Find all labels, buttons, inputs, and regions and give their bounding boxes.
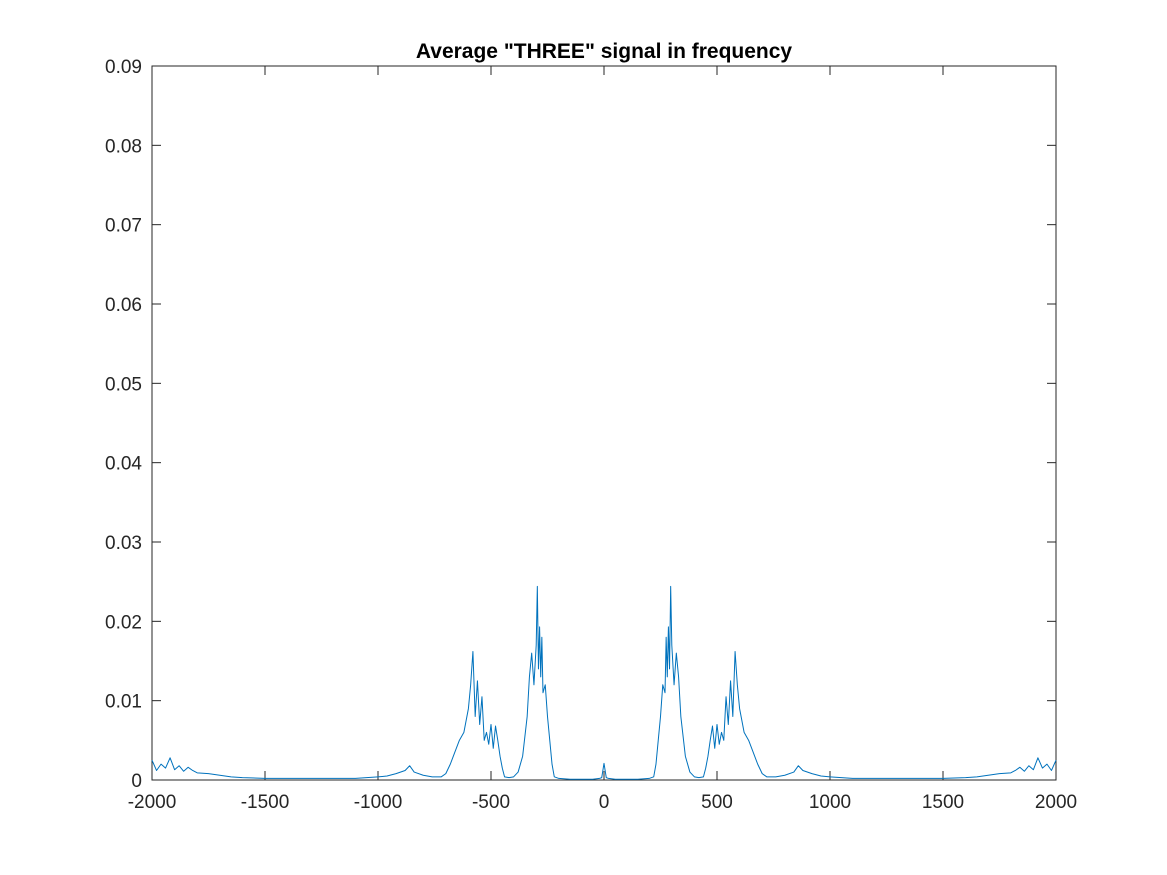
y-tick-label: 0.06 bbox=[105, 295, 142, 316]
x-tick-label: -2000 bbox=[128, 792, 177, 813]
x-tick-label: 1500 bbox=[922, 792, 964, 813]
y-tick-label: 0.05 bbox=[105, 374, 142, 395]
y-tick-label: 0 bbox=[131, 771, 142, 792]
series-line-0 bbox=[151, 585, 1057, 780]
y-tick-label: 0.02 bbox=[105, 612, 142, 633]
x-tick-label: -1500 bbox=[241, 792, 290, 813]
x-tick-label: 1000 bbox=[809, 792, 851, 813]
plot-area: 0 0.01 0.02 0.03 0.04 0.05 0.06 0.07 0.08 0.09 -2… bbox=[105, 57, 1077, 813]
y-tick-label: 0.08 bbox=[105, 136, 142, 157]
x-tick-label: 2000 bbox=[1035, 792, 1077, 813]
y-tick-label: 0.09 bbox=[105, 57, 142, 78]
x-axis-ticks: -2000 -1500 -1000 -500 0 500 1000 1500 2000 bbox=[128, 66, 1077, 813]
axes-box bbox=[151, 65, 1057, 781]
x-tick-label: -500 bbox=[472, 792, 510, 813]
y-axis-ticks: 0 0.01 0.02 0.03 0.04 0.05 0.06 0.07 0.08 0.09 bbox=[105, 57, 1056, 792]
x-tick-label: 500 bbox=[701, 792, 733, 813]
x-tick-label: 0 bbox=[599, 792, 610, 813]
y-tick-label: 0.07 bbox=[105, 216, 142, 237]
chart-title: Average "THREE" signal in frequency bbox=[416, 40, 793, 63]
y-tick-label: 0.04 bbox=[105, 454, 142, 475]
series-layer bbox=[151, 585, 1057, 780]
x-tick-label: -1000 bbox=[354, 792, 403, 813]
y-tick-label: 0.01 bbox=[105, 692, 142, 713]
y-tick-label: 0.03 bbox=[105, 533, 142, 554]
